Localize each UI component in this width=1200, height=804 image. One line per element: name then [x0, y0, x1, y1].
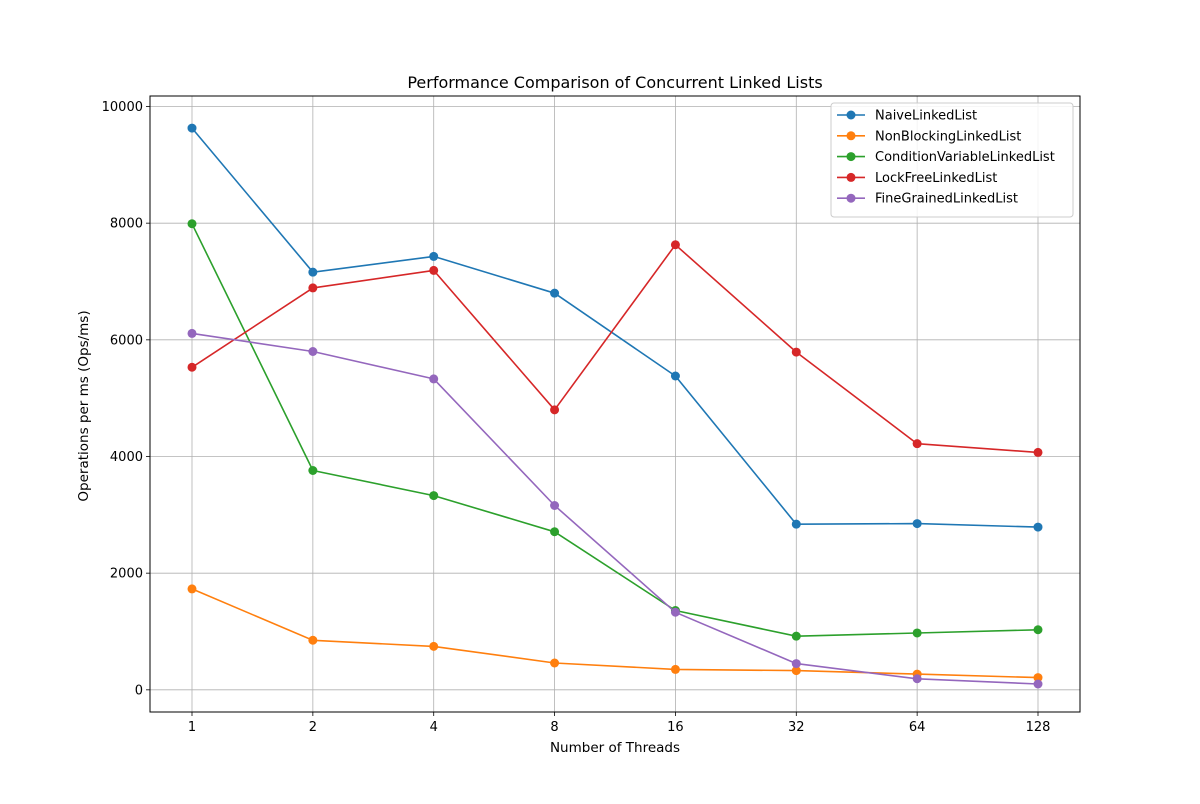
data-point	[670, 371, 680, 381]
data-point	[429, 374, 439, 384]
data-point	[429, 491, 439, 501]
legend-item: NonBlockingLinkedList	[837, 129, 1021, 144]
legend-label: FineGrainedLinkedList	[875, 192, 1018, 207]
data-point	[1033, 522, 1043, 532]
series-line	[191, 244, 1039, 454]
data-point	[912, 674, 922, 684]
series-NonBlockingLinkedList	[187, 584, 1043, 683]
data-point	[429, 641, 439, 651]
data-point	[429, 251, 439, 261]
data-point	[550, 658, 560, 668]
series-line	[191, 588, 1039, 679]
data-point	[791, 347, 801, 357]
series-LockFreeLinkedList	[187, 240, 1043, 457]
series-line	[191, 332, 1039, 685]
series-line	[191, 127, 1039, 528]
data-point	[912, 519, 922, 529]
data-point	[187, 362, 197, 372]
legend-item: FineGrainedLinkedList	[837, 192, 1018, 207]
data-point	[187, 584, 197, 594]
x-tick-label: 8	[550, 720, 558, 735]
series-NaiveLinkedList	[187, 123, 1043, 532]
legend-marker	[846, 110, 856, 120]
y-tick-label: 2000	[110, 567, 143, 582]
series-ConditionVariableLinkedList	[187, 219, 1043, 641]
legend-box	[830, 102, 1074, 218]
x-tick-label: 16	[667, 720, 684, 735]
legend-item: NaiveLinkedList	[837, 109, 977, 124]
x-tick-label: 128	[1026, 720, 1051, 735]
legend-item: LockFreeLinkedList	[837, 171, 997, 186]
data-point	[1033, 679, 1043, 689]
data-point	[791, 519, 801, 529]
data-point	[550, 288, 560, 298]
data-point	[912, 439, 922, 449]
data-point	[670, 607, 680, 617]
y-tick-label: 4000	[110, 450, 143, 465]
x-tick-label: 2	[309, 720, 317, 735]
data-point	[308, 466, 318, 475]
series-FineGrainedLinkedList	[187, 328, 1043, 689]
legend: NaiveLinkedList NonBlockingLinkedList Cond…	[830, 102, 1074, 218]
data-point	[1033, 625, 1043, 635]
y-tick-label: 10000	[102, 100, 143, 115]
series-lines	[187, 123, 1043, 689]
legend-label: NaiveLinkedList	[875, 109, 977, 124]
x-tick-label: 64	[909, 720, 926, 735]
x-tick-label: 4	[430, 720, 438, 735]
y-tick-label: 8000	[110, 217, 143, 232]
x-tick-label: 32	[788, 720, 805, 735]
data-point	[550, 501, 560, 510]
y-tick-label: 6000	[110, 333, 143, 348]
data-point	[791, 659, 801, 669]
data-point	[550, 405, 560, 415]
legend-marker	[846, 172, 856, 182]
legend-marker	[846, 131, 856, 141]
data-point	[308, 283, 318, 293]
y-axis-title: Operations per ms (Ops/ms)	[76, 310, 92, 501]
data-point	[429, 265, 439, 275]
legend-label: ConditionVariableLinkedList	[875, 150, 1055, 165]
data-point	[670, 240, 680, 250]
data-point	[1033, 447, 1043, 457]
data-point	[791, 666, 801, 676]
legend-marker	[846, 193, 856, 203]
data-point	[1033, 673, 1043, 683]
y-tick-label: 0	[135, 683, 143, 698]
data-point	[912, 628, 922, 638]
legend-marker	[846, 152, 856, 162]
axes: 1 2 4 8 16 32 64 128 0 2000 4000 6000 8000 10000	[102, 100, 1051, 735]
data-point	[308, 347, 318, 356]
x-axis-title: Number of Threads	[550, 740, 680, 756]
data-point	[187, 328, 197, 338]
data-point	[308, 635, 318, 645]
x-tick-label: 1	[188, 720, 196, 735]
data-point	[550, 527, 560, 537]
chart-title: Performance Comparison of Concurrent Lin…	[407, 73, 822, 92]
plot-frame	[149, 95, 1081, 713]
data-point	[308, 267, 318, 277]
legend-item: ConditionVariableLinkedList	[837, 150, 1055, 165]
legend-label: LockFreeLinkedList	[875, 171, 997, 186]
data-point	[670, 664, 680, 674]
legend-label: NonBlockingLinkedList	[875, 129, 1021, 144]
data-point	[187, 219, 197, 229]
data-point	[187, 123, 197, 133]
data-point	[791, 631, 801, 641]
series-line	[191, 223, 1039, 638]
